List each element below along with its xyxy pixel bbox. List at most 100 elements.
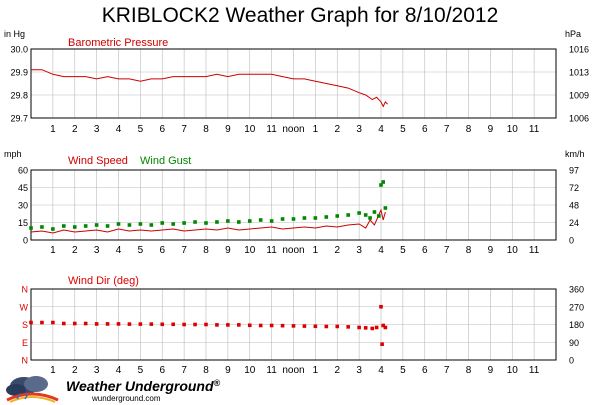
series-line: [31, 69, 388, 108]
legend-wind-speed: Wind Speed: [68, 155, 128, 167]
x-tick-label: 4: [116, 124, 122, 135]
data-point: [127, 223, 132, 227]
data-point: [215, 220, 219, 224]
data-point: [335, 324, 340, 329]
x-tick-label: 9: [225, 245, 231, 256]
data-point: [302, 324, 307, 328]
x-tick-label: 11: [266, 245, 277, 256]
x-tick-label: 4: [378, 124, 384, 135]
y-axis-unit-left: in Hg: [4, 29, 25, 39]
data-point: [226, 323, 230, 327]
data-point: [363, 326, 368, 330]
x-tick-label: 2: [334, 124, 340, 135]
data-point: [247, 323, 252, 328]
x-tick-label: 11: [529, 365, 540, 376]
brand-url: wunderground.com: [92, 394, 161, 403]
x-tick-label: noon: [282, 365, 304, 376]
data-point: [182, 322, 186, 327]
data-point: [370, 326, 375, 331]
x-tick-label: 2: [72, 365, 78, 376]
x-tick-label: 8: [466, 365, 472, 376]
data-point: [171, 222, 175, 226]
x-tick-label: 5: [400, 245, 406, 256]
data-point: [171, 322, 175, 327]
data-point: [368, 216, 372, 220]
data-point: [29, 320, 33, 325]
data-point: [127, 322, 132, 326]
y-axis-unit-right: hPa: [565, 29, 581, 39]
y-tick-label-right: 24: [569, 218, 579, 228]
x-tick-label: 5: [138, 124, 144, 135]
x-tick-label: 9: [488, 124, 494, 135]
y-axis-unit-right: km/h: [565, 149, 585, 159]
x-tick-label: 5: [400, 124, 406, 135]
data-point: [313, 324, 318, 329]
x-tick-label: 6: [422, 365, 428, 376]
x-tick-label: 1: [50, 245, 56, 256]
x-tick-label: 3: [356, 365, 362, 376]
data-point: [374, 325, 379, 330]
x-tick-label: 8: [203, 124, 209, 135]
y-tick-label-right: 1006: [569, 114, 589, 124]
x-tick-label: 5: [138, 365, 144, 376]
data-point: [291, 324, 296, 328]
x-tick-label: 6: [159, 124, 165, 135]
x-tick-label: 6: [422, 124, 428, 135]
x-tick-label: 10: [507, 124, 519, 135]
data-point: [138, 322, 143, 326]
x-tick-label: 4: [378, 365, 384, 376]
x-tick-label: 7: [181, 124, 187, 135]
y-tick-label-left: 29.8: [10, 91, 28, 101]
data-point: [40, 225, 44, 229]
x-tick-label: 2: [334, 245, 340, 256]
data-point: [346, 213, 350, 217]
x-tick-label: 11: [529, 124, 540, 135]
y-tick-label-right: 90: [569, 338, 579, 348]
x-tick-label: 8: [203, 245, 209, 256]
y-tick-label-right: 0: [569, 356, 574, 366]
data-point: [160, 221, 165, 225]
x-tick-label: 6: [159, 245, 165, 256]
data-point: [237, 220, 241, 224]
x-tick-label: 1: [50, 124, 56, 135]
data-point: [193, 322, 197, 327]
y-tick-label-right: 0: [569, 236, 574, 246]
x-tick-label: 10: [244, 365, 256, 376]
y-tick-label-right: 270: [569, 302, 584, 312]
data-point: [383, 325, 388, 330]
data-point: [258, 323, 263, 328]
data-point: [269, 323, 274, 328]
x-tick-label: 4: [378, 245, 384, 256]
x-tick-label: 1: [313, 124, 319, 135]
y-tick-label-left: W: [20, 302, 29, 312]
data-point: [204, 322, 208, 327]
data-point: [237, 323, 241, 327]
x-tick-label: 8: [466, 245, 472, 256]
data-point: [372, 210, 377, 214]
x-tick-label: 4: [116, 365, 122, 376]
data-point: [381, 323, 385, 328]
data-point: [379, 304, 383, 309]
x-tick-label: 10: [244, 245, 256, 256]
x-tick-label: 3: [94, 365, 100, 376]
data-point: [182, 221, 186, 225]
x-tick-label: 7: [444, 245, 450, 256]
x-tick-label: 5: [400, 365, 406, 376]
plot-frame: [30, 169, 557, 241]
data-point: [335, 214, 340, 218]
x-tick-label: 3: [94, 245, 100, 256]
y-tick-label-left: 0: [23, 236, 28, 246]
series-line: [30, 208, 386, 234]
data-point: [381, 180, 385, 184]
y-tick-label-right: 360: [569, 285, 584, 295]
x-tick-label: 9: [488, 365, 494, 376]
data-point: [51, 227, 55, 231]
data-point: [324, 215, 329, 219]
brand-name: Weather Underground®: [66, 378, 221, 394]
x-tick-label: 9: [225, 365, 231, 376]
x-tick-label: 2: [334, 365, 340, 376]
data-point: [357, 211, 361, 215]
data-point: [324, 324, 329, 329]
data-point: [138, 222, 143, 226]
panel-title: Wind Dir (deg): [68, 275, 139, 287]
